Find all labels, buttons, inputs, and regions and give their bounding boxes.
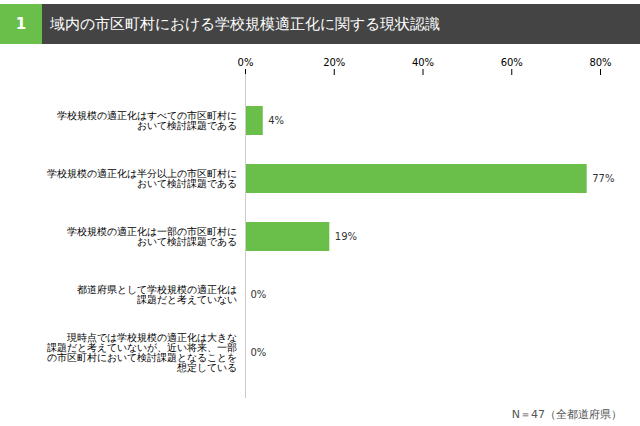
svg-text:80%: 80% (589, 57, 611, 68)
svg-text:20%: 20% (323, 57, 345, 68)
svg-text:学校規模の適正化は一部の市区町村において検討課題である: 学校規模の適正化は一部の市区町村において検討課題である (67, 226, 237, 247)
svg-text:77%: 77% (592, 173, 614, 184)
svg-text:4%: 4% (268, 115, 284, 126)
svg-text:60%: 60% (501, 57, 523, 68)
html-text:域内の市区町村における学校規模適正化に関する現状認識: 域内の市区町村における学校規模適正化に関する現状認識 (50, 14, 440, 33)
svg-text:40%: 40% (412, 57, 434, 68)
svg-text:0%: 0% (251, 289, 267, 300)
svg-text:現時点では学校規模の適正化は大きな課題だと考えていないが、近: 現時点では学校規模の適正化は大きな課題だと考えていないが、近い将来、一部の市区町… (47, 332, 237, 373)
svg-text:学校規模の適正化はすべての市区町村において検討課題である: 学校規模の適正化はすべての市区町村において検討課題である (57, 110, 237, 131)
html-text:N＝47（全都道府県）: N＝47（全都道府県） (511, 408, 622, 421)
svg-text:0%: 0% (238, 57, 254, 68)
svg-text:19%: 19% (335, 231, 357, 242)
svg-text:都道府県として学校規模の適正化は課題だと考えていない: 都道府県として学校規模の適正化は課題だと考えていない (77, 284, 237, 305)
svg-text:0%: 0% (251, 347, 267, 358)
html-text:1: 1 (15, 15, 27, 33)
svg-text:学校規模の適正化は半分以上の市区町村において検討課題である: 学校規模の適正化は半分以上の市区町村において検討課題である (47, 168, 237, 189)
